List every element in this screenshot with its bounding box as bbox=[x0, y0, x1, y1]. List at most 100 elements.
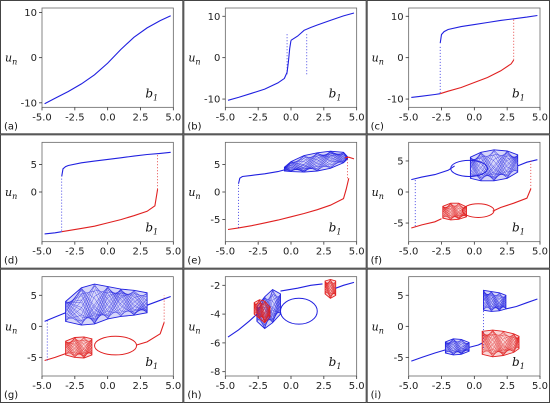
x-tick-label: -5.0 bbox=[399, 381, 419, 392]
panel-e: -5.0 -2.5 0.0 2.5 5.0 -5 0 5 un b1 (e) bbox=[183, 134, 367, 269]
series-group bbox=[411, 289, 538, 362]
panel-label: (f) bbox=[371, 256, 382, 267]
series-line bbox=[136, 322, 165, 346]
orbit-trace bbox=[483, 290, 507, 310]
orbit-trace bbox=[65, 288, 148, 325]
orbit-trace bbox=[482, 334, 520, 355]
x-tick-label: 0.0 bbox=[283, 112, 299, 123]
orbit-trace bbox=[65, 337, 93, 355]
orbit-trace bbox=[445, 339, 470, 352]
x-tick-label: 0.0 bbox=[100, 247, 116, 258]
series-line bbox=[440, 59, 515, 95]
series-line bbox=[280, 283, 323, 292]
orbit-trace bbox=[470, 155, 518, 179]
b1-annotation: b1 bbox=[329, 86, 342, 102]
x-tick-label: 0.0 bbox=[283, 381, 299, 392]
y-tick-label: 0 bbox=[214, 188, 220, 199]
series-line bbox=[411, 165, 455, 181]
x-tick-label: -5.0 bbox=[32, 247, 52, 258]
orbit-loop bbox=[462, 203, 495, 218]
series-group bbox=[227, 278, 355, 338]
orbit-trace bbox=[445, 341, 470, 353]
orbit-trace bbox=[65, 336, 93, 355]
series-line bbox=[468, 342, 483, 348]
x-tick-label: 0.0 bbox=[466, 381, 482, 392]
orbit-trace bbox=[284, 151, 348, 173]
y-axis-label: un bbox=[372, 52, 384, 67]
y-tick-label: -5 bbox=[394, 353, 404, 364]
orbit-trace bbox=[65, 341, 93, 359]
x-tick-label: -2.5 bbox=[432, 381, 452, 392]
orbit-trace bbox=[483, 291, 507, 312]
orbit-trace bbox=[324, 281, 336, 295]
panel-d: -5.0 -2.5 0.0 2.5 5.0 0 5 un b1 (d) bbox=[0, 134, 184, 269]
panel-label: (b) bbox=[187, 121, 201, 132]
panel-border bbox=[366, 134, 550, 269]
orbit-trace bbox=[442, 206, 467, 220]
y-axis-label: un bbox=[372, 320, 384, 335]
orbit-trace bbox=[65, 289, 148, 322]
x-tick-label: 2.5 bbox=[133, 247, 149, 258]
b1-annotation: b1 bbox=[512, 221, 525, 237]
series-group bbox=[411, 14, 538, 98]
orbit-trace bbox=[284, 151, 348, 172]
orbit-trace bbox=[445, 342, 470, 355]
y-tick-label: 0 bbox=[397, 188, 403, 199]
x-tick-label: -2.5 bbox=[65, 381, 85, 392]
orbit-loop bbox=[94, 335, 138, 356]
orbit-trace bbox=[481, 330, 520, 353]
series-line bbox=[227, 178, 350, 231]
x-tick-label: 0.0 bbox=[466, 112, 482, 123]
orbit-trace bbox=[284, 152, 348, 172]
y-tick-label: 0 bbox=[31, 188, 37, 199]
x-tick-label: 5.0 bbox=[349, 381, 365, 392]
series-group bbox=[227, 12, 355, 101]
orbit-trace bbox=[65, 290, 148, 319]
orbit-trace bbox=[483, 293, 507, 310]
series-line bbox=[517, 159, 538, 167]
orbit-trace bbox=[65, 285, 148, 322]
panel-border bbox=[0, 0, 184, 135]
y-tick-label: 10 bbox=[208, 12, 221, 23]
y-tick-label: 0 bbox=[31, 322, 37, 333]
orbit-trace bbox=[284, 152, 348, 172]
x-tick-label: 2.5 bbox=[499, 381, 515, 392]
panel-f: -5.0 -2.5 0.0 2.5 5.0 -5 0 5 un b1 (f) bbox=[366, 134, 550, 269]
orbit-trace bbox=[284, 153, 348, 170]
x-tick-label: -5.0 bbox=[399, 112, 419, 123]
y-axis-label: un bbox=[188, 52, 200, 67]
y-tick-label: 0 bbox=[397, 322, 403, 333]
x-tick-label: 5.0 bbox=[165, 381, 181, 392]
orbit-trace bbox=[445, 342, 470, 355]
x-tick-label: -2.5 bbox=[432, 247, 452, 258]
y-tick-label: 10 bbox=[24, 8, 37, 19]
orbit-trace bbox=[445, 338, 470, 352]
orbit-trace bbox=[470, 153, 518, 179]
panel-label: (i) bbox=[371, 390, 382, 401]
x-tick-label: -5.0 bbox=[216, 112, 236, 123]
b1-annotation: b1 bbox=[145, 86, 158, 102]
x-tick-label: 0.0 bbox=[100, 381, 116, 392]
y-tick-label: -10 bbox=[204, 95, 220, 106]
orbit-trace bbox=[284, 150, 348, 173]
orbit-trace bbox=[324, 284, 336, 299]
orbit-trace bbox=[470, 150, 518, 182]
series-group bbox=[227, 150, 355, 231]
series-line bbox=[492, 188, 532, 212]
series-line bbox=[335, 281, 355, 289]
y-tick-label: 0 bbox=[214, 53, 220, 64]
series-line bbox=[146, 295, 171, 306]
b1-annotation: b1 bbox=[145, 221, 158, 237]
panel-label: (d) bbox=[4, 256, 18, 267]
orbit-trace bbox=[284, 153, 348, 172]
y-tick-label: 10 bbox=[391, 12, 404, 23]
orbit-trace bbox=[284, 150, 348, 173]
series-line bbox=[237, 169, 285, 184]
series-line bbox=[61, 189, 159, 233]
orbit-trace bbox=[470, 152, 518, 176]
x-tick-label: -5.0 bbox=[216, 247, 236, 258]
orbit-trace bbox=[445, 342, 470, 354]
orbit-trace bbox=[483, 290, 507, 312]
x-tick-label: 5.0 bbox=[165, 112, 181, 123]
panel-label: (g) bbox=[4, 390, 18, 401]
